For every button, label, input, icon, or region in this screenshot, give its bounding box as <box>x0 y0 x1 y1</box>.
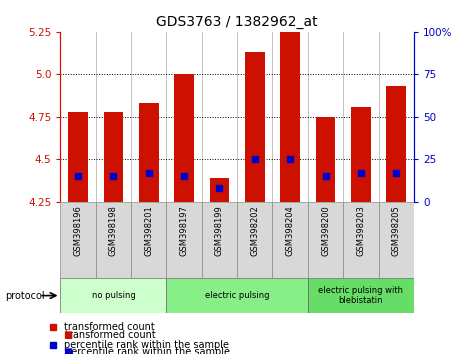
Text: ■: ■ <box>63 347 72 354</box>
Bar <box>131 202 166 278</box>
Bar <box>308 202 343 278</box>
Bar <box>166 202 202 278</box>
Bar <box>104 112 123 202</box>
Text: GSM398198: GSM398198 <box>109 206 118 256</box>
Bar <box>96 202 131 278</box>
Bar <box>386 86 406 202</box>
Bar <box>60 202 96 278</box>
Bar <box>68 112 88 202</box>
Bar <box>308 278 414 313</box>
Text: percentile rank within the sample: percentile rank within the sample <box>65 347 230 354</box>
Text: percentile rank within the sample: percentile rank within the sample <box>64 340 229 350</box>
Text: GSM398200: GSM398200 <box>321 206 330 256</box>
Text: electric pulsing with
blebistatin: electric pulsing with blebistatin <box>319 286 403 305</box>
Text: GSM398205: GSM398205 <box>392 206 401 256</box>
Bar <box>343 202 379 278</box>
Bar <box>166 278 308 313</box>
Bar <box>60 278 166 313</box>
Bar <box>272 202 308 278</box>
Text: transformed count: transformed count <box>64 322 155 332</box>
Bar <box>379 202 414 278</box>
Bar <box>351 107 371 202</box>
Bar <box>210 178 229 202</box>
Text: GSM398201: GSM398201 <box>144 206 153 256</box>
Text: GSM398202: GSM398202 <box>250 206 259 256</box>
Text: protocol: protocol <box>5 291 44 301</box>
Text: no pulsing: no pulsing <box>92 291 135 300</box>
Bar <box>237 202 272 278</box>
Bar <box>245 52 265 202</box>
Bar <box>280 32 300 202</box>
Bar <box>202 202 237 278</box>
Text: ■: ■ <box>63 330 72 339</box>
Bar <box>139 103 159 202</box>
Bar <box>316 117 335 202</box>
Bar <box>174 74 194 202</box>
Text: GSM398199: GSM398199 <box>215 206 224 256</box>
Text: GSM398203: GSM398203 <box>356 206 365 256</box>
Text: electric pulsing: electric pulsing <box>205 291 269 300</box>
Text: GSM398197: GSM398197 <box>179 206 189 256</box>
Title: GDS3763 / 1382962_at: GDS3763 / 1382962_at <box>156 16 318 29</box>
Text: GSM398204: GSM398204 <box>286 206 295 256</box>
Text: GSM398196: GSM398196 <box>73 206 83 256</box>
Text: transformed count: transformed count <box>65 330 156 339</box>
